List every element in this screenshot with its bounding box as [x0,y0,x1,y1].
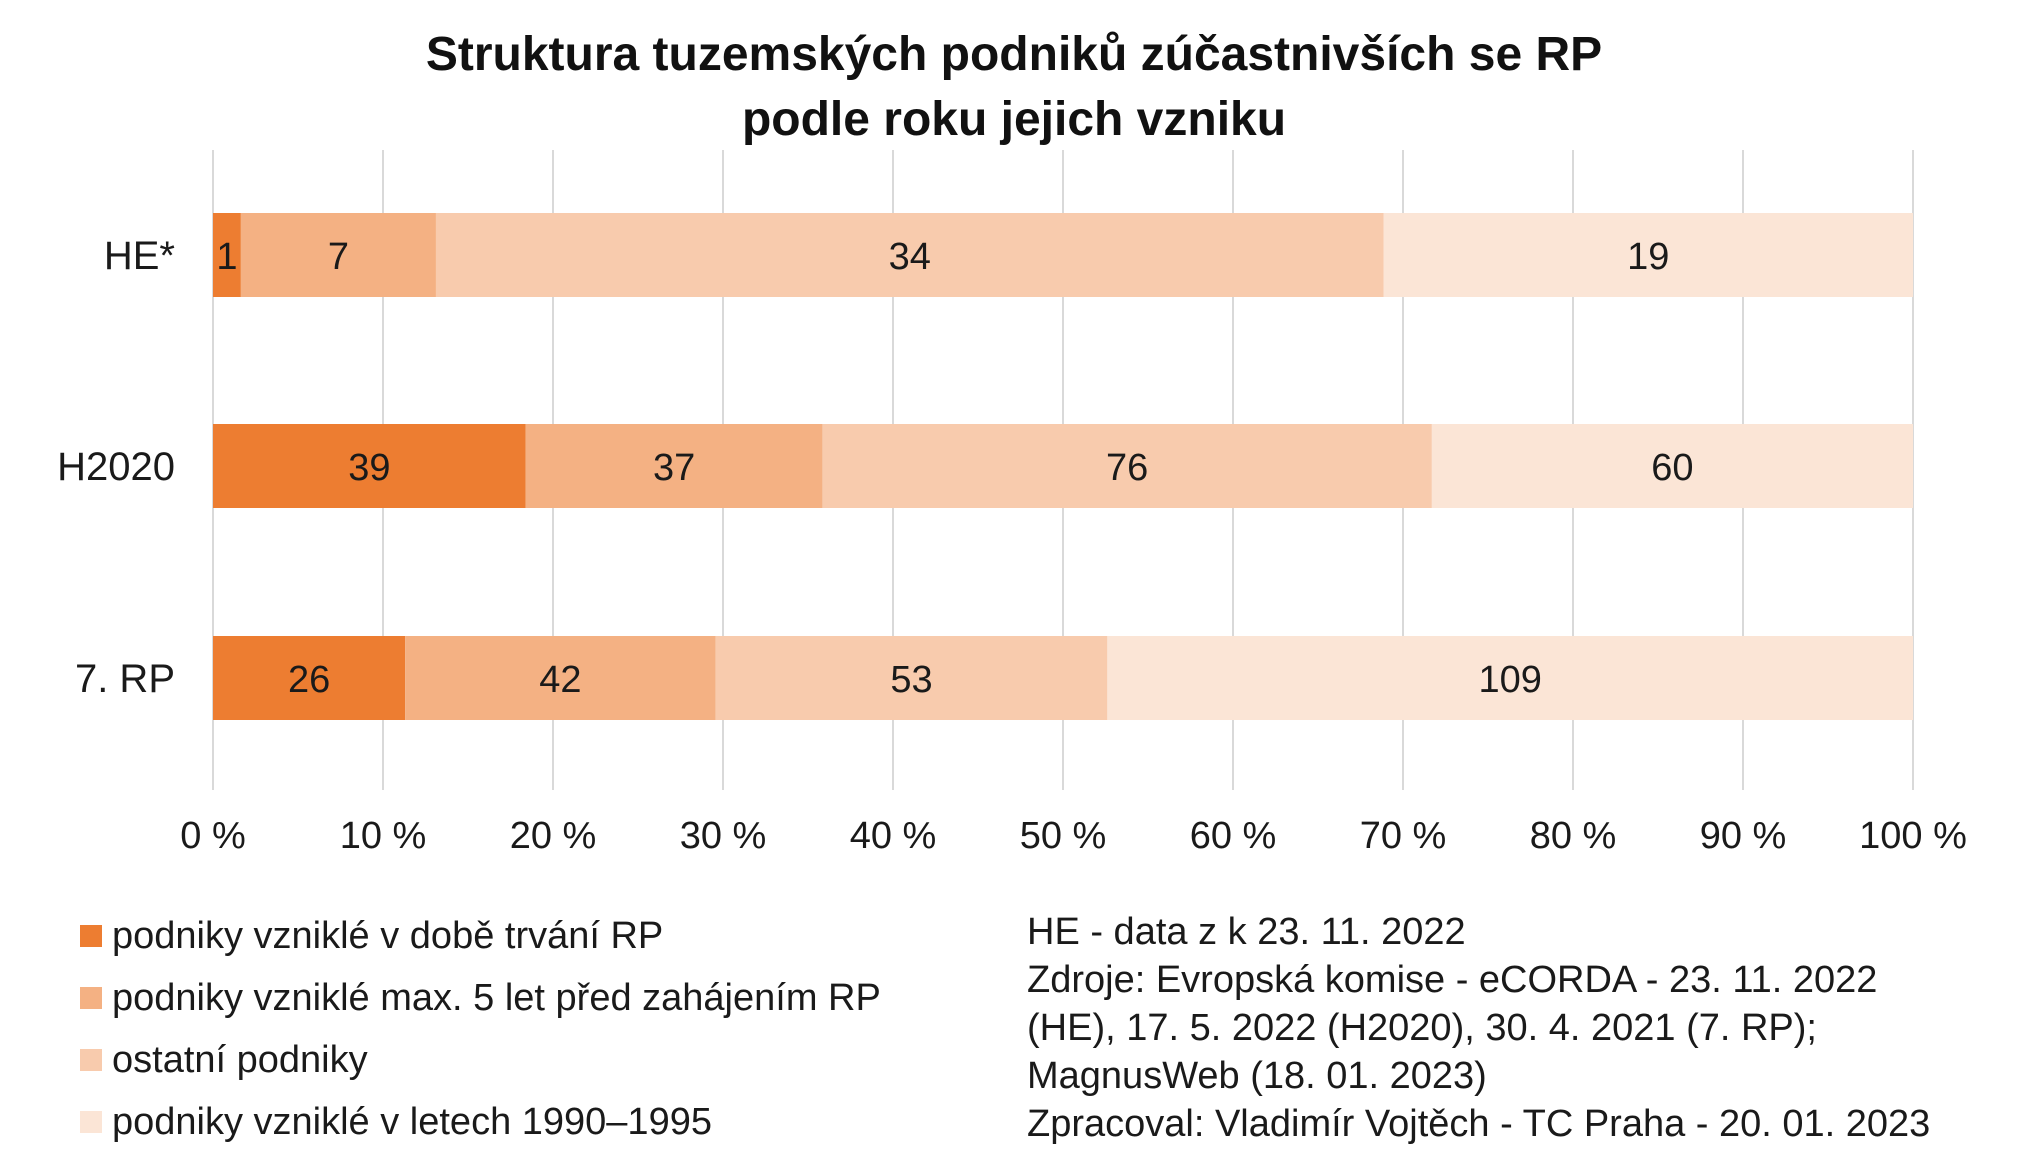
x-tick-label: 20 % [510,815,597,857]
legend-label: podniky vzniklé v době trvání RP [112,915,664,957]
data-label: 42 [539,659,581,701]
legend-swatch [80,925,102,947]
category-label: 7. RP [75,657,175,701]
source-notes: HE - data z k 23. 11. 2022 Zdroje: Evrop… [1027,908,2027,1148]
data-label: 109 [1478,659,1541,701]
legend-item: podniky vzniklé max. 5 let před zahájení… [80,967,881,1029]
x-tick-label: 80 % [1530,815,1617,857]
data-label: 76 [1106,447,1148,489]
bar-segment [435,213,1384,297]
data-label: 1 [216,236,237,278]
note-line: HE - data z k 23. 11. 2022 [1027,911,1466,953]
x-tick-label: 90 % [1700,815,1787,857]
legend-item: ostatní podniky [80,1029,881,1091]
legend-item: podniky vzniklé v letech 1990–1995 [80,1091,881,1153]
legend-swatch [80,987,102,1009]
note-line: MagnusWeb (18. 01. 2023) [1027,1055,1487,1097]
data-label: 26 [288,659,330,701]
legend-label: podniky vzniklé max. 5 let před zahájení… [112,977,881,1019]
note-line: Zpracoval: Vladimír Vojtěch - TC Praha -… [1027,1103,1931,1145]
data-label: 7 [328,236,349,278]
data-label: 39 [348,447,390,489]
x-tick-label: 60 % [1190,815,1277,857]
x-tick-label: 40 % [850,815,937,857]
chart: Struktura tuzemských podniků zúčastnivší… [57,28,1967,857]
chart-title-line-2: podle roku jejich vzniku [742,93,1286,146]
data-label: 53 [890,659,932,701]
legend-label: podniky vzniklé v letech 1990–1995 [112,1101,712,1143]
legend-item: podniky vzniklé v době trvání RP [80,905,881,967]
x-tick-label: 50 % [1020,815,1107,857]
bar-segment [1383,213,1913,297]
data-label: 37 [653,447,695,489]
bar-segment [525,424,823,508]
bar-segment [213,424,526,508]
bar-segment [822,424,1432,508]
x-tick-label: 0 % [180,815,245,857]
note-line: Zdroje: Evropská komise - eCORDA - 23. 1… [1027,959,1878,1001]
category-label: H2020 [57,445,175,489]
x-tick-label: 100 % [1859,815,1967,857]
bar-segment [715,636,1108,720]
data-label: 60 [1651,447,1693,489]
bar-segment [405,636,716,720]
legend: podniky vzniklé v době trvání RP podniky… [80,905,881,1153]
x-tick-label: 10 % [340,815,427,857]
data-label: 19 [1627,236,1669,278]
bar-segment [213,213,241,297]
legend-swatch [80,1049,102,1071]
note-line: (HE), 17. 5. 2022 (H2020), 30. 4. 2021 (… [1027,1007,1817,1049]
category-label: HE* [104,234,175,278]
x-tick-label: 70 % [1360,815,1447,857]
bar-segment [1107,636,1913,720]
bar-segment [240,213,436,297]
bar-segment [1431,424,1913,508]
legend-label: ostatní podniky [112,1039,368,1081]
x-tick-label: 30 % [680,815,767,857]
legend-swatch [80,1111,102,1133]
bar-segment [213,636,406,720]
chart-title-line-1: Struktura tuzemských podniků zúčastnivší… [426,28,1602,81]
data-label: 34 [889,236,931,278]
